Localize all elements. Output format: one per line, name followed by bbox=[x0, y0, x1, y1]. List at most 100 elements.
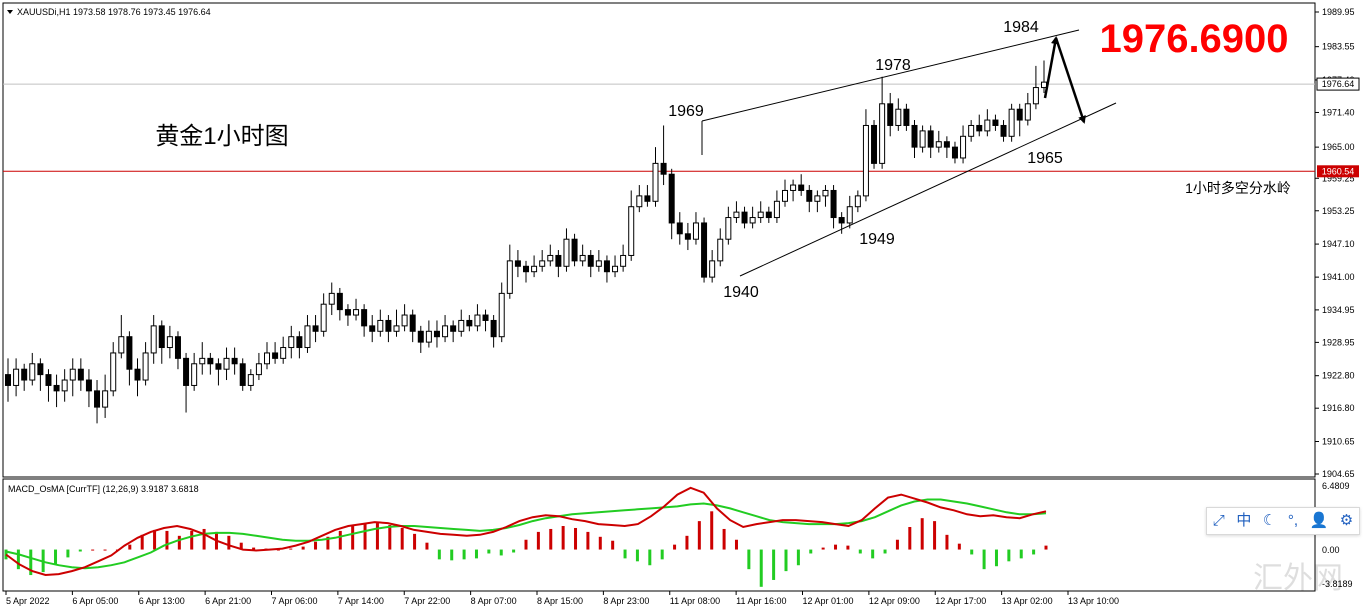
candle-body bbox=[773, 200, 780, 219]
candle-body bbox=[636, 195, 643, 208]
candle-body bbox=[69, 368, 76, 381]
candle-body bbox=[280, 347, 287, 359]
candle bbox=[102, 374, 109, 418]
candle-body bbox=[183, 357, 190, 386]
candle bbox=[433, 320, 440, 348]
candle bbox=[29, 352, 36, 386]
candle bbox=[506, 244, 513, 299]
candle-body bbox=[110, 352, 117, 392]
candle bbox=[660, 125, 667, 186]
candle bbox=[77, 358, 84, 391]
candle bbox=[725, 206, 732, 245]
candle bbox=[628, 190, 635, 261]
macd-hist-bar bbox=[512, 549, 516, 553]
indicator-pane-frame bbox=[2, 478, 1316, 592]
time-tick-label: 7 Apr 06:00 bbox=[272, 596, 318, 606]
candle-body bbox=[320, 303, 327, 332]
candle-body bbox=[215, 363, 222, 370]
candle-body bbox=[595, 260, 602, 267]
candle bbox=[676, 212, 683, 245]
candle-body bbox=[879, 103, 886, 164]
candle-body bbox=[531, 265, 538, 273]
candle-body bbox=[385, 319, 392, 332]
macd-hist-bar bbox=[462, 549, 466, 560]
candle bbox=[320, 293, 327, 337]
price-tick-label: 1916.80 bbox=[1322, 403, 1355, 413]
macd-hist-bar bbox=[586, 531, 590, 550]
label-1969: 1969 bbox=[668, 103, 704, 120]
macd-hist-bar bbox=[598, 536, 602, 550]
candle bbox=[579, 244, 586, 267]
macd-hist-bar bbox=[153, 529, 157, 550]
candle-body bbox=[353, 309, 360, 316]
macd-hist-bar bbox=[190, 530, 194, 550]
macd-hist-bar bbox=[499, 549, 503, 556]
macd-hist-bar bbox=[66, 549, 70, 558]
candle bbox=[328, 282, 335, 316]
macd-hist-bar bbox=[710, 511, 714, 550]
candle-body bbox=[247, 374, 254, 386]
price-tick-label: 1971.40 bbox=[1322, 107, 1355, 117]
moon-icon[interactable]: ☾ bbox=[1262, 512, 1277, 529]
candle bbox=[701, 217, 708, 283]
candle bbox=[336, 287, 343, 321]
candle bbox=[951, 141, 958, 164]
price-tick-label: 1947.10 bbox=[1322, 239, 1355, 249]
candle-body bbox=[255, 363, 262, 376]
candle-body bbox=[652, 162, 659, 202]
macd-hist-bar bbox=[1019, 549, 1023, 559]
candle bbox=[684, 222, 691, 251]
candle-body bbox=[425, 330, 432, 343]
candle-body bbox=[822, 189, 829, 197]
arrow-up bbox=[1043, 36, 1059, 99]
candle-body bbox=[377, 319, 384, 332]
candle bbox=[61, 369, 68, 402]
candle bbox=[879, 76, 886, 169]
candle bbox=[13, 358, 20, 397]
candle bbox=[830, 185, 837, 229]
chart-tool-icon[interactable]: ⤢ bbox=[1212, 512, 1225, 529]
menu-arrow-icon[interactable] bbox=[7, 10, 13, 14]
candle-body bbox=[684, 233, 691, 240]
candle-body bbox=[5, 374, 11, 386]
candle-body bbox=[741, 211, 748, 224]
candle bbox=[862, 109, 869, 202]
macd-hist-bar bbox=[722, 528, 726, 550]
macd-scale-bottom: -3.8189 bbox=[1322, 579, 1353, 589]
time-tick-label: 8 Apr 15:00 bbox=[537, 596, 583, 606]
candle-body bbox=[336, 292, 343, 311]
candle-body bbox=[126, 336, 133, 370]
macd-hist-bar bbox=[140, 534, 144, 550]
candle-body bbox=[174, 336, 181, 359]
candle-body bbox=[717, 238, 724, 262]
macd-hist-bar bbox=[611, 540, 615, 550]
gear-icon[interactable]: ⚙ bbox=[1339, 512, 1354, 529]
candle-body bbox=[191, 363, 198, 386]
macd-hist-bar bbox=[524, 539, 528, 550]
floating-toolbar[interactable]: ⤢ 中 ☾ °, 👤 ⚙ bbox=[1206, 507, 1360, 535]
candle bbox=[110, 342, 117, 397]
channel-lower-line[interactable] bbox=[739, 102, 1117, 277]
current-price-tag bbox=[1316, 77, 1360, 91]
macd-hist-bar bbox=[549, 528, 553, 550]
candle bbox=[919, 125, 926, 153]
candle bbox=[903, 103, 910, 131]
candle-body bbox=[555, 254, 562, 267]
user-icon[interactable]: 👤 bbox=[1309, 512, 1329, 529]
candle-body bbox=[288, 336, 295, 349]
price-tick-label: 1910.65 bbox=[1322, 437, 1355, 447]
price-axis: 1989.951983.551977.401971.401965.001959.… bbox=[1315, 7, 1355, 479]
candle bbox=[280, 336, 287, 364]
candle-body bbox=[943, 141, 950, 148]
candle-body bbox=[45, 374, 52, 386]
macd-hist-bar bbox=[747, 549, 751, 570]
punctuation-icon[interactable]: °, bbox=[1287, 512, 1299, 529]
candle-body bbox=[13, 368, 20, 386]
time-tick-label: 7 Apr 22:00 bbox=[404, 596, 450, 606]
macd-hist-bar bbox=[772, 549, 776, 580]
macd-hist-bar bbox=[970, 549, 974, 555]
language-icon[interactable]: 中 bbox=[1236, 512, 1252, 529]
candle-body bbox=[118, 336, 125, 354]
channel-upper-line[interactable] bbox=[701, 29, 1080, 122]
